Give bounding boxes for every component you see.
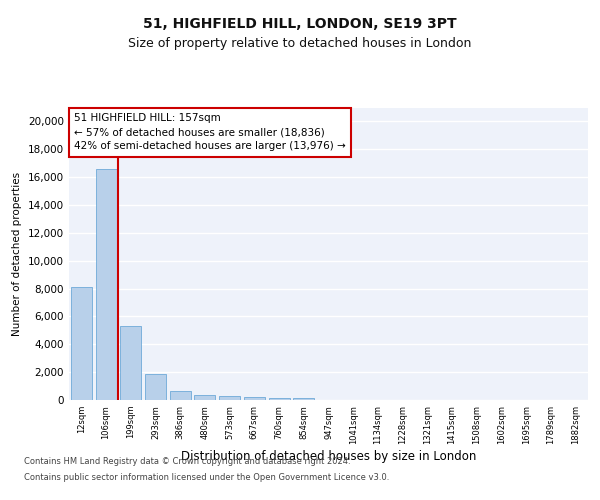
- Bar: [244, 397, 265, 400]
- Bar: [120, 326, 141, 400]
- X-axis label: Distribution of detached houses by size in London: Distribution of detached houses by size …: [181, 450, 476, 462]
- Bar: [95, 169, 116, 400]
- Text: Contains public sector information licensed under the Open Government Licence v3: Contains public sector information licen…: [24, 472, 389, 482]
- Text: Size of property relative to detached houses in London: Size of property relative to detached ho…: [128, 38, 472, 51]
- Y-axis label: Number of detached properties: Number of detached properties: [13, 172, 22, 336]
- Text: Contains HM Land Registry data © Crown copyright and database right 2024.: Contains HM Land Registry data © Crown c…: [24, 458, 350, 466]
- Text: 51, HIGHFIELD HILL, LONDON, SE19 3PT: 51, HIGHFIELD HILL, LONDON, SE19 3PT: [143, 18, 457, 32]
- Bar: [71, 287, 92, 400]
- Bar: [145, 374, 166, 400]
- Bar: [219, 396, 240, 400]
- Text: 51 HIGHFIELD HILL: 157sqm
← 57% of detached houses are smaller (18,836)
42% of s: 51 HIGHFIELD HILL: 157sqm ← 57% of detac…: [74, 114, 346, 152]
- Bar: [194, 395, 215, 400]
- Bar: [293, 398, 314, 400]
- Bar: [170, 391, 191, 400]
- Bar: [269, 398, 290, 400]
